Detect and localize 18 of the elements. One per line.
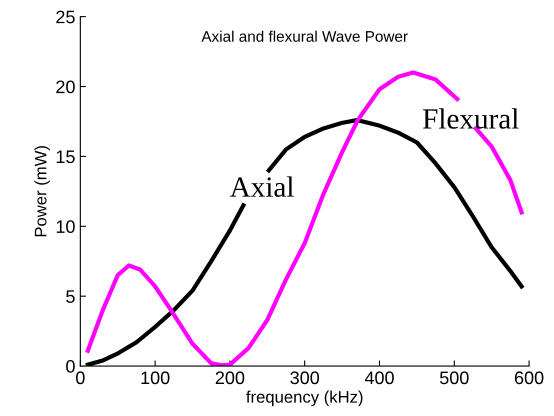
y-tick-label: 10 <box>56 220 75 234</box>
annotation: Axial <box>230 176 294 197</box>
x-tick-label: 400 <box>364 371 394 384</box>
x-tick-label: 300 <box>290 371 320 384</box>
annotation: Flexural <box>422 108 519 129</box>
text: Axial and flexural Wave Power <box>201 30 408 42</box>
x-tick-label: 600 <box>514 371 544 384</box>
x-axis-title: frequency (kHz) <box>246 390 362 406</box>
x-tick-label: 200 <box>216 371 244 384</box>
y-axis-title: Power (mW) <box>34 146 50 236</box>
y-tick-label: 5 <box>66 290 75 303</box>
x-tick-label: 500 <box>440 371 469 384</box>
y-tick-label: 0 <box>66 360 75 373</box>
x-tick-label: 0 <box>76 371 85 384</box>
x-tick-label: 100 <box>141 371 170 384</box>
y-tick-label: 15 <box>56 150 75 164</box>
y-tick-label: 20 <box>56 80 75 94</box>
y-tick-label: 25 <box>56 10 75 24</box>
